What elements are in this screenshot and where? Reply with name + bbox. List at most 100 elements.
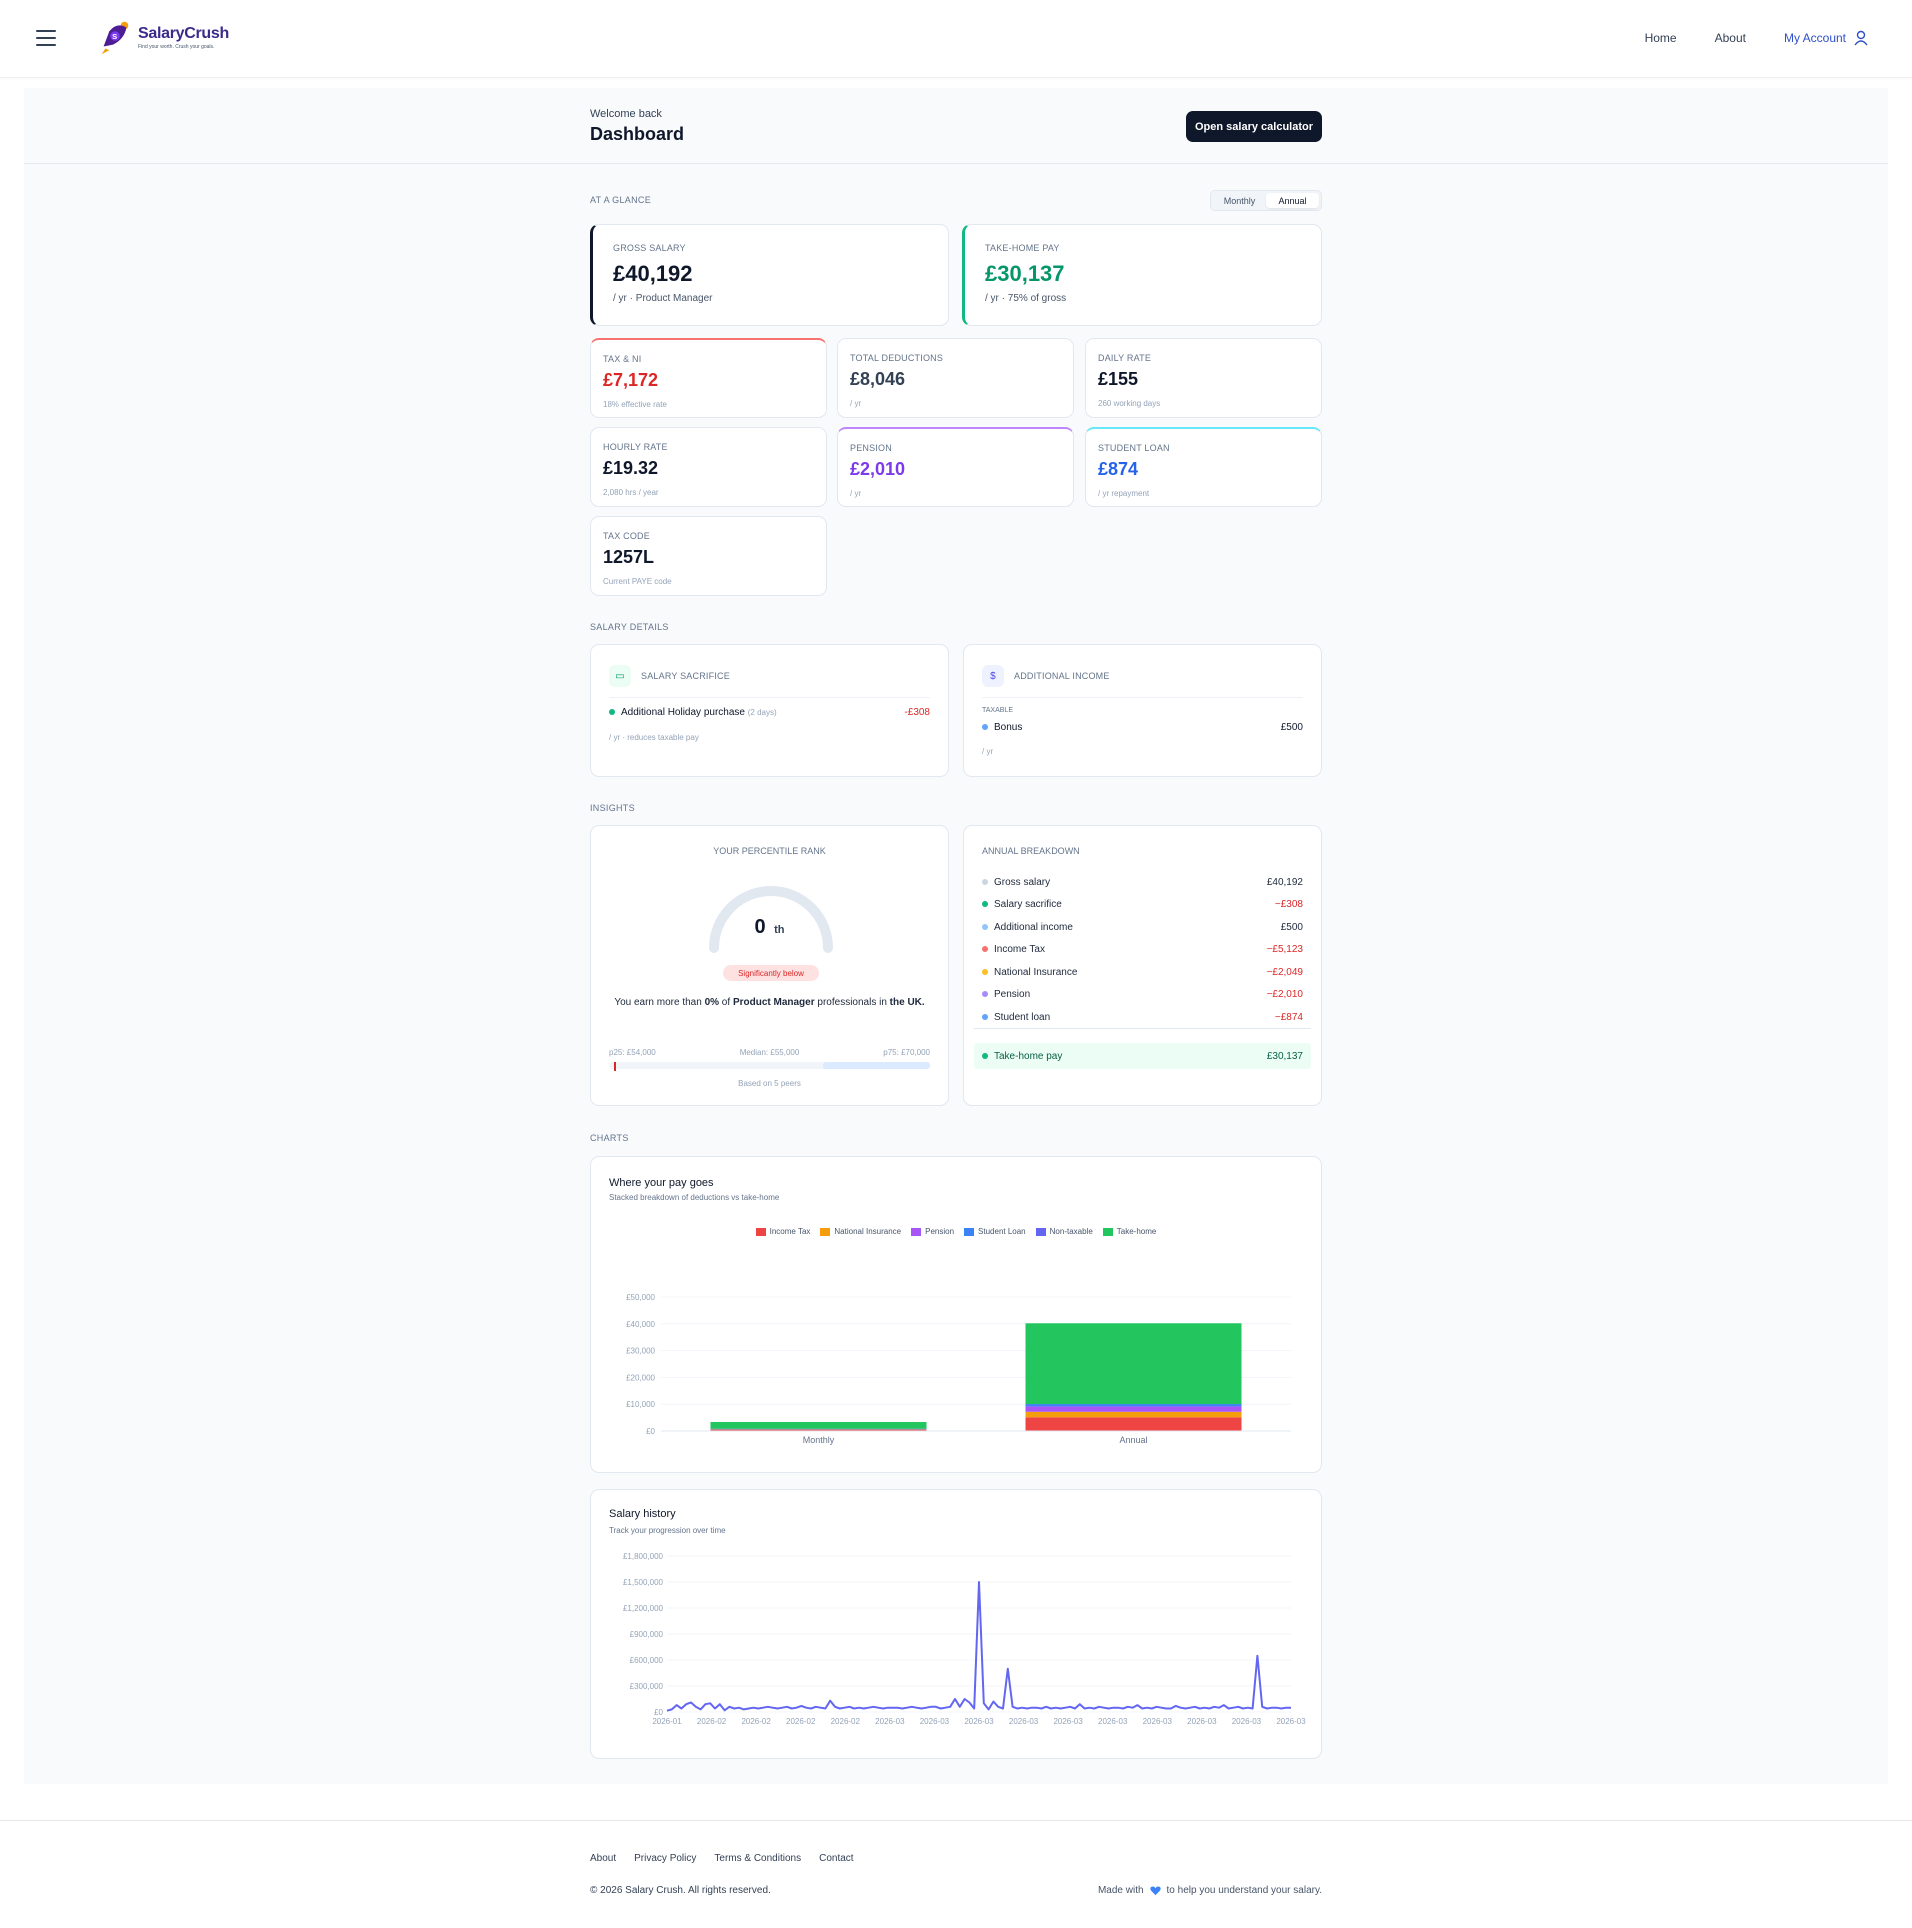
student-loan-value: £874 [1098, 459, 1139, 479]
percentile-badge: Significantly below [723, 965, 819, 981]
percentile-text-a: You earn more than [614, 997, 705, 1008]
y-tick-label: £30,000 [626, 1347, 655, 1356]
made-with-b: to help you understand your salary. [1166, 1885, 1322, 1896]
x-tick-label: 2026-03 [1187, 1717, 1217, 1726]
legend-item[interactable]: National Insurance [820, 1227, 901, 1236]
nav-my-account[interactable]: My Account [1784, 30, 1868, 46]
bar-segment[interactable] [710, 1422, 927, 1429]
breakdown-row: Student loan −£874 [982, 1009, 1303, 1025]
welcome-strip [24, 88, 1888, 164]
p75-label: p75: £70,000 [883, 1048, 930, 1057]
legend-label: Take-home [1116, 1227, 1157, 1236]
y-tick-label: £20,000 [626, 1373, 655, 1382]
nav-home[interactable]: Home [1644, 31, 1677, 45]
toggle-annual[interactable]: Annual [1266, 193, 1319, 208]
salary-history-line[interactable] [666, 1581, 1291, 1712]
breakdown-row: Additional income £500 [982, 919, 1303, 935]
x-tick-label: Monthly [803, 1435, 835, 1445]
daily-label: DAILY RATE [1098, 353, 1152, 363]
breakdown-row-label: Student loan [982, 1012, 1050, 1023]
y-tick-label: £600,000 [630, 1656, 664, 1665]
x-tick-label: 2026-03 [1053, 1717, 1083, 1726]
legend-item[interactable]: Pension [911, 1227, 954, 1236]
tax-code-label: TAX CODE [603, 531, 650, 541]
bar-segment[interactable] [710, 1429, 927, 1431]
period-toggle[interactable]: Monthly Annual [1210, 190, 1322, 211]
percentile-text-pct: 0% [704, 997, 720, 1008]
footer-link-contact[interactable]: Contact [819, 1853, 854, 1864]
percentile-suffix: th [774, 924, 785, 936]
daily-sub: 260 working days [1098, 399, 1161, 408]
x-tick-label: 2026-02 [831, 1717, 861, 1726]
footer-link-about[interactable]: About [590, 1853, 617, 1864]
toggle-monthly[interactable]: Monthly [1223, 195, 1256, 206]
divider [982, 697, 1303, 698]
legend-dot-icon [982, 878, 988, 885]
additional-item: Bonus £500 [982, 722, 1303, 733]
menu-icon[interactable] [36, 30, 56, 46]
legend-label: Income Tax [769, 1227, 811, 1236]
chart2-subtitle: Track your progression over time [609, 1526, 726, 1535]
x-tick-label: 2026-03 [1009, 1717, 1039, 1726]
peers-label: Based on 5 peers [738, 1079, 801, 1088]
breakdown-row: Salary sacrifice −£308 [982, 897, 1303, 913]
bar-segment[interactable] [1025, 1404, 1242, 1407]
chart1-subtitle: Stacked breakdown of deductions vs take-… [609, 1193, 780, 1202]
bar-segment[interactable] [1025, 1406, 1242, 1412]
logo[interactable]: S SalaryCrush Find your worth. Crush you… [96, 18, 229, 56]
user-icon [1854, 30, 1868, 46]
breakdown-row-amount: £500 [1280, 921, 1303, 933]
y-tick-label: £300,000 [630, 1682, 664, 1691]
bar-segment[interactable] [1025, 1417, 1242, 1431]
gauge-track [709, 886, 833, 953]
divider [974, 1028, 1311, 1029]
percentile-title: YOUR PERCENTILE RANK [713, 846, 826, 856]
footer-links: About Privacy Policy Terms & Conditions … [590, 1853, 854, 1864]
legend-item[interactable]: Take-home [1102, 1227, 1157, 1236]
deductions-label: TOTAL DEDUCTIONS [850, 353, 944, 363]
tax-ni-card: TAX & NI £7,172 18% effective rate [590, 338, 827, 418]
breakdown-row-amount: −£308 [1274, 899, 1303, 910]
legend-swatch [964, 1227, 975, 1236]
percentile-text-b: of [719, 997, 733, 1008]
percentile-text-c: professionals in [814, 997, 890, 1008]
bar-segment[interactable] [1025, 1323, 1242, 1405]
additional-item-amount: £500 [1280, 722, 1303, 733]
legend-item[interactable]: Student Loan [964, 1227, 1026, 1236]
legend-dot-icon [982, 946, 988, 953]
additional-item-name: Bonus [982, 722, 1022, 733]
legend-swatch [1102, 1227, 1113, 1236]
legend-dot-icon [982, 901, 988, 908]
nav-about[interactable]: About [1714, 31, 1746, 45]
made-with-a: Made with [1097, 1885, 1144, 1896]
breakdown-row-amount: −£874 [1274, 1011, 1303, 1023]
legend-dot-icon [982, 923, 988, 930]
additional-title: ADDITIONAL INCOME [1014, 671, 1110, 681]
sacrifice-title: SALARY SACRIFICE [641, 671, 730, 681]
legend-dot-icon [982, 1013, 988, 1020]
legend-item[interactable]: Income Tax [755, 1227, 811, 1236]
pension-sub: / yr [850, 489, 862, 498]
takehome-total-label: Take-home pay [994, 1050, 1063, 1062]
range-band [823, 1062, 930, 1069]
footer-link-terms[interactable]: Terms & Conditions [714, 1853, 802, 1864]
bar-segment[interactable] [1025, 1411, 1242, 1418]
percentile-text: You earn more than 0% of Product Manager… [609, 994, 930, 1011]
legend-item[interactable]: Non-taxable [1035, 1227, 1093, 1236]
sacrifice-header: ▭ SALARY SACRIFICE [609, 665, 730, 687]
breakdown-row-amount: −£2,010 [1266, 989, 1303, 1000]
dollar-icon: $ [982, 665, 1004, 687]
takehome-total-amount: £30,137 [1266, 1050, 1303, 1062]
deductions-value: £8,046 [850, 369, 906, 389]
hourly-rate-card: HOURLY RATE £19.32 2,080 hrs / year [590, 427, 827, 507]
open-calculator-button[interactable]: Open salary calculator [1186, 111, 1322, 142]
student-loan-card: STUDENT LOAN £874 / yr repayment [1085, 427, 1322, 507]
taxable-group-label: TAXABLE [982, 707, 1013, 714]
median-label: Median: £55,000 [739, 1048, 800, 1057]
takehome-sub: / yr · 75% of gross [985, 293, 1067, 304]
bar-segment[interactable] [710, 1429, 927, 1430]
bar-segment[interactable] [710, 1428, 927, 1430]
y-tick-label: £1,800,000 [623, 1552, 664, 1561]
footer-link-privacy[interactable]: Privacy Policy [634, 1853, 697, 1864]
breakdown-row-label: National Insurance [982, 967, 1077, 978]
